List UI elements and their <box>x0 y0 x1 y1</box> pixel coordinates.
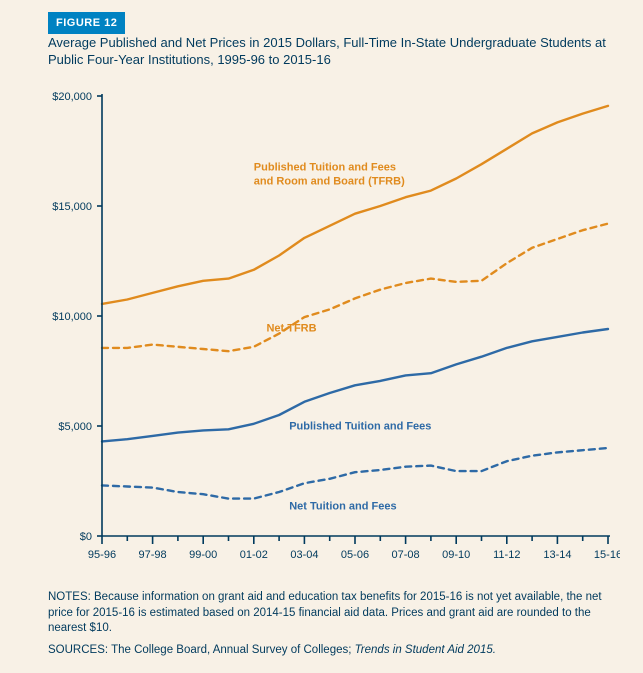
notes-text: Because information on grant aid and edu… <box>48 591 602 634</box>
svg-text:Net Tuition and Fees: Net Tuition and Fees <box>289 501 396 513</box>
svg-text:15-16: 15-16 <box>594 549 620 561</box>
svg-text:01-02: 01-02 <box>240 549 268 561</box>
svg-text:$20,000: $20,000 <box>52 91 92 103</box>
svg-text:99-00: 99-00 <box>189 549 217 561</box>
svg-text:11-12: 11-12 <box>493 549 520 561</box>
svg-text:and Room and Board (TFRB): and Room and Board (TFRB) <box>254 175 405 187</box>
svg-text:09-10: 09-10 <box>442 549 470 561</box>
svg-text:97-98: 97-98 <box>139 549 167 561</box>
footnotes: NOTES: Because information on grant aid … <box>48 590 615 664</box>
svg-text:13-14: 13-14 <box>543 549 571 561</box>
sources-label: SOURCES: <box>48 644 108 656</box>
svg-text:Published Tuition and Fees: Published Tuition and Fees <box>289 420 431 432</box>
svg-text:Net TFRB: Net TFRB <box>266 322 316 334</box>
svg-text:$0: $0 <box>80 531 92 543</box>
line-chart: $0 $5,000 $10,000 $15,000 $20,000 95-96 97-98 9… <box>40 88 620 578</box>
chart-container: $0 $5,000 $10,000 $15,000 $20,000 95-96 97-98 9… <box>40 88 620 578</box>
svg-text:95-96: 95-96 <box>88 549 116 561</box>
figure-title: Average Published and Net Prices in 2015… <box>48 35 606 68</box>
figure-header: FIGURE 12Average Published and Net Price… <box>48 12 619 69</box>
svg-text:05-06: 05-06 <box>341 549 369 561</box>
svg-text:$5,000: $5,000 <box>58 421 92 433</box>
notes-label: NOTES: <box>48 591 91 603</box>
figure-badge: FIGURE 12 <box>48 12 125 34</box>
svg-text:$15,000: $15,000 <box>52 201 92 213</box>
svg-text:Published Tuition and Fees: Published Tuition and Fees <box>254 161 396 173</box>
svg-text:07-08: 07-08 <box>392 549 420 561</box>
svg-text:03-04: 03-04 <box>290 549 318 561</box>
sources-text: The College Board, Annual Survey of Coll… <box>111 644 355 656</box>
svg-text:$10,000: $10,000 <box>52 311 92 323</box>
sources-italic: Trends in Student Aid 2015. <box>355 644 496 656</box>
